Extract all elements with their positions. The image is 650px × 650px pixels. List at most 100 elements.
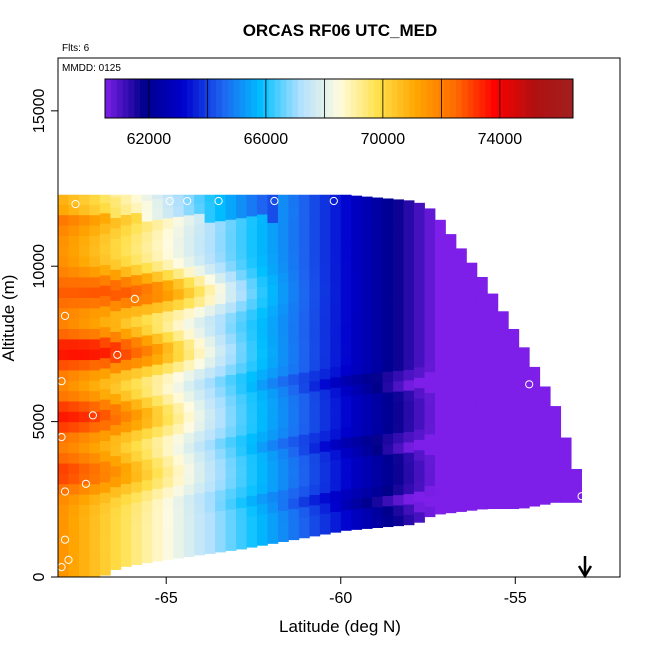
- heatmap-cell: [424, 485, 436, 497]
- heatmap-cell: [162, 487, 174, 498]
- heatmap-cell: [204, 356, 216, 368]
- heatmap-cell: [466, 262, 478, 273]
- heatmap-cell: [246, 495, 258, 507]
- heatmap-cell: [382, 402, 394, 414]
- heatmap-cell: [267, 212, 279, 224]
- heatmap-cell: [330, 387, 342, 399]
- heatmap-cell: [351, 363, 363, 375]
- heatmap-cell: [351, 322, 363, 334]
- colorbar-swatch: [333, 79, 340, 118]
- heatmap-cell: [246, 216, 258, 227]
- heatmap-cell: [194, 534, 206, 546]
- heatmap-cell: [173, 257, 185, 269]
- heatmap-cell: [309, 246, 321, 257]
- heatmap-cell: [508, 343, 520, 354]
- heatmap-cell: [330, 283, 342, 295]
- sample-points: [57, 196, 586, 572]
- colorbar-swatch: [105, 79, 112, 118]
- heatmap-cell: [236, 424, 247, 436]
- heatmap-cell: [236, 507, 247, 519]
- heatmap-cell: [403, 203, 415, 215]
- heatmap-cell: [267, 502, 279, 513]
- heatmap-cell: [382, 412, 394, 424]
- heatmap-cell: [497, 384, 509, 396]
- heatmap-cell: [131, 543, 143, 555]
- heatmap-cell: [99, 254, 111, 266]
- heatmap-cell: [277, 200, 289, 211]
- heatmap-cell: [403, 462, 415, 474]
- heatmap-cell: [120, 483, 132, 495]
- colorbar-swatch: [450, 79, 457, 118]
- heatmap-cell: [445, 285, 457, 296]
- heatmap-cell: [351, 281, 363, 292]
- heatmap-cell: [497, 487, 509, 499]
- colorbar-swatch: [251, 79, 258, 118]
- heatmap-cell: [298, 517, 310, 528]
- heatmap-cell: [183, 401, 195, 412]
- heatmap-cell: [476, 478, 488, 489]
- heatmap-cell: [497, 477, 509, 489]
- heatmap-cell: [351, 436, 363, 448]
- heatmap-cell: [236, 259, 247, 271]
- heatmap-cell: [120, 473, 132, 485]
- heatmap-cell: [288, 301, 300, 313]
- heatmap-cell: [497, 446, 509, 458]
- heatmap-cell: [256, 503, 268, 515]
- heatmap-cell: [340, 468, 352, 480]
- heatmap-cell: [434, 462, 446, 474]
- heatmap-cell: [246, 257, 258, 269]
- heatmap-cell: [319, 399, 331, 411]
- heatmap-cell: [120, 421, 132, 433]
- heatmap-cell: [351, 260, 363, 272]
- heatmap-cell: [58, 276, 69, 288]
- heatmap-cell: [298, 194, 310, 197]
- heatmap-cell: [141, 552, 153, 564]
- heatmap-cell: [372, 506, 384, 518]
- heatmap-cell: [330, 480, 342, 492]
- heatmap-cell: [215, 200, 226, 211]
- heatmap-cell: [204, 253, 216, 265]
- heatmap-cell: [236, 497, 247, 509]
- heatmap-cell: [445, 492, 457, 503]
- heatmap-cell: [445, 336, 457, 348]
- heatmap-cell: [120, 224, 132, 236]
- heatmap-cell: [267, 222, 279, 234]
- heatmap-cell: [78, 473, 90, 485]
- heatmap-cell: [256, 410, 268, 422]
- heatmap-cell: [393, 199, 404, 206]
- heatmap-cell: [78, 401, 90, 412]
- heatmap-cell: [131, 523, 143, 534]
- heatmap-cell: [518, 456, 530, 468]
- heatmap-cell: [68, 370, 80, 381]
- heatmap-cell: [351, 239, 363, 251]
- heatmap-cell: [110, 476, 122, 488]
- heatmap-cell: [204, 501, 216, 513]
- heatmap-cell: [89, 225, 101, 236]
- heatmap-cell: [68, 297, 80, 309]
- heatmap-cell: [78, 535, 90, 547]
- heatmap-cell: [466, 334, 478, 346]
- heatmap-cell: [99, 264, 111, 276]
- heatmap-cell: [236, 383, 247, 395]
- heatmap-cell: [424, 433, 436, 445]
- heatmap-cell: [225, 302, 237, 313]
- heatmap-cell: [497, 343, 509, 354]
- heatmap-cell: [162, 331, 174, 343]
- colorbar-swatch: [274, 79, 281, 118]
- heatmap-cell: [68, 204, 80, 216]
- heatmap-cell: [89, 411, 101, 423]
- heatmap-cell: [183, 204, 195, 216]
- colorbar-swatch: [268, 79, 276, 118]
- heatmap-cell: [309, 463, 321, 475]
- heatmap-cell: [194, 296, 206, 308]
- heatmap-cell: [487, 332, 499, 344]
- heatmap-cell: [288, 405, 300, 416]
- heatmap-cell: [382, 247, 394, 258]
- heatmap-cell: [131, 295, 143, 307]
- heatmap-cell: [68, 349, 80, 361]
- colorbar-swatch: [350, 79, 358, 118]
- heatmap-cell: [256, 441, 268, 453]
- heatmap-cell: [298, 424, 310, 435]
- heatmap-cell: [225, 498, 237, 510]
- heatmap-cell: [361, 383, 373, 395]
